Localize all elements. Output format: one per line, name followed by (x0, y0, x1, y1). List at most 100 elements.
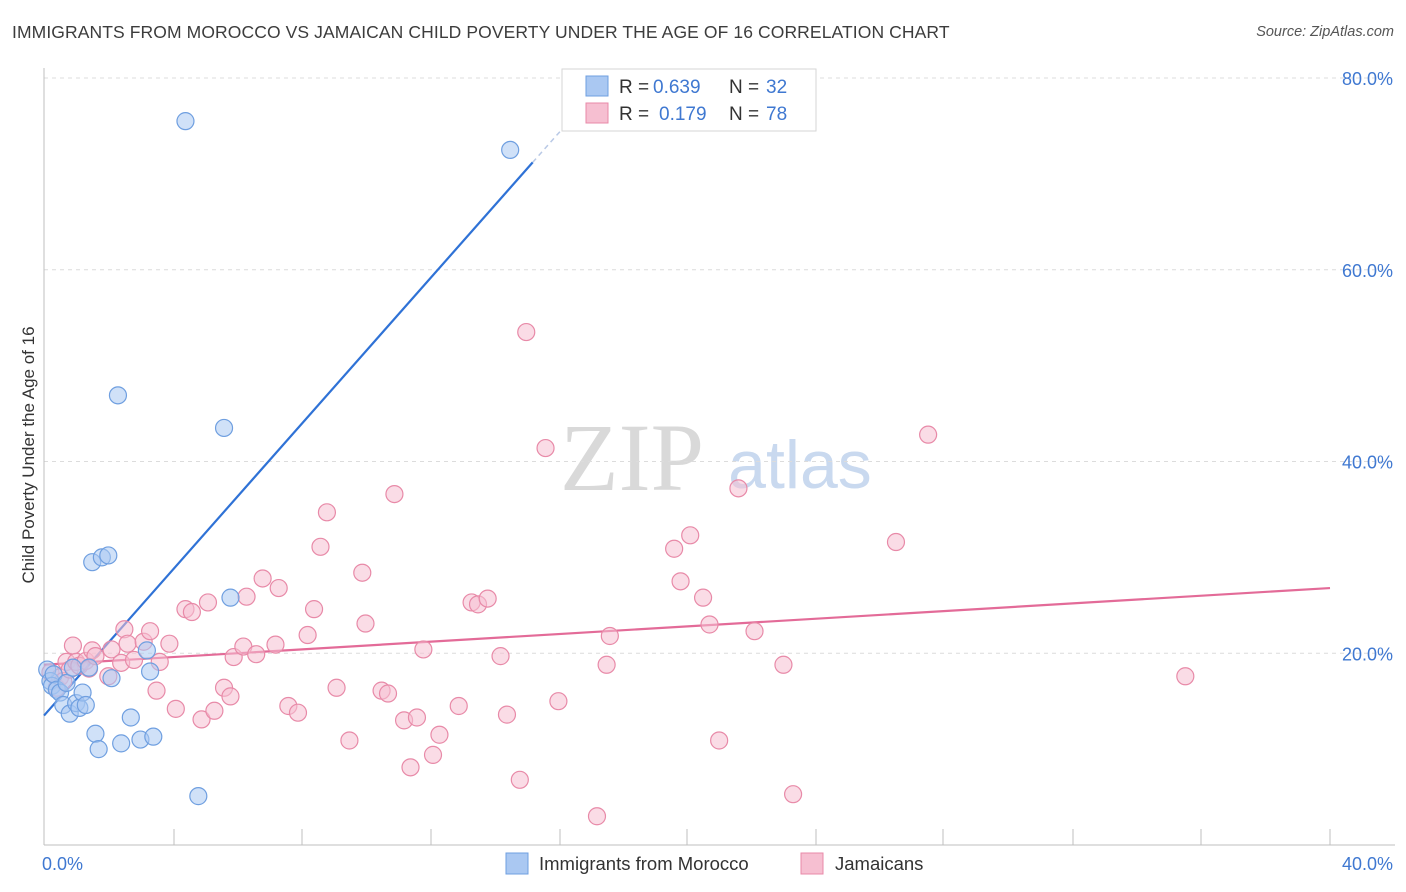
point-jamaicans (266, 635, 285, 654)
point-morocco (57, 673, 76, 693)
grid-lines (44, 77, 1395, 654)
point-jamaicans (253, 569, 272, 588)
point-jamaicans (327, 678, 346, 697)
point-jamaicans (919, 425, 938, 444)
point-morocco (89, 740, 108, 759)
point-jamaicans (340, 731, 359, 750)
legend-label-morocco: Immigrants from Morocco (539, 853, 749, 874)
point-jamaicans (497, 705, 517, 724)
point-morocco (176, 112, 195, 131)
legend-r-value: 0.179 (659, 104, 707, 125)
point-jamaicans (198, 593, 218, 612)
point-jamaicans (247, 645, 266, 664)
point-jamaicans (600, 626, 619, 646)
point-jamaicans (681, 526, 700, 545)
point-jamaicans (671, 572, 690, 591)
point-jamaicans (160, 634, 179, 653)
point-jamaicans (147, 681, 166, 700)
point-morocco (102, 669, 121, 688)
point-jamaicans (597, 655, 616, 674)
point-jamaicans (449, 696, 468, 716)
point-jamaicans (401, 758, 420, 777)
point-jamaicans (510, 770, 529, 789)
legend-r-label: R = (619, 104, 649, 125)
y-axis-label: Child Poverty Under the Age of 16 (19, 326, 38, 583)
point-morocco (63, 658, 83, 677)
point-jamaicans (407, 708, 427, 727)
point-jamaicans (886, 532, 906, 552)
point-morocco (99, 546, 118, 565)
point-jamaicans (311, 537, 330, 556)
legend-n-label: N = (729, 104, 759, 125)
point-jamaicans (745, 622, 764, 641)
point-jamaicans (205, 701, 224, 720)
legend-r-value: 0.639 (653, 77, 701, 98)
chart-title: IMMIGRANTS FROM MOROCCO VS JAMAICAN CHIL… (12, 22, 950, 42)
legend-r-label: R = (619, 77, 649, 98)
point-morocco (137, 641, 156, 660)
point-jamaicans (536, 438, 555, 458)
x-tick-label: 40.0% (1342, 854, 1393, 874)
point-jamaicans (269, 578, 288, 598)
point-jamaicans (430, 725, 449, 744)
point-morocco (76, 695, 95, 715)
legend-n-value: 32 (766, 77, 787, 98)
point-morocco (501, 140, 520, 160)
point-jamaicans (124, 650, 144, 670)
point-jamaicans (298, 625, 317, 645)
point-morocco (121, 708, 140, 727)
point-morocco (189, 787, 208, 806)
legend-n-label: N = (729, 77, 759, 98)
point-jamaicans (118, 634, 137, 653)
y-tick-label: 20.0% (1342, 644, 1393, 664)
point-jamaicans (587, 807, 607, 826)
point-jamaicans (517, 322, 536, 342)
point-jamaicans (102, 640, 121, 659)
point-jamaicans (378, 684, 398, 703)
point-jamaicans (700, 615, 719, 634)
point-jamaicans (414, 640, 433, 659)
legend-label-jamaicans: Jamaicans (835, 853, 923, 874)
tick-labels: 20.0% 40.0% 60.0% 80.0% 0.0% 40.0% (42, 69, 1393, 874)
source-label: Source: ZipAtlas.com (1256, 24, 1394, 40)
point-morocco (221, 588, 240, 607)
point-morocco (144, 727, 163, 746)
point-jamaicans (221, 687, 240, 706)
watermark-atlas: atlas (728, 427, 872, 503)
point-morocco (108, 386, 128, 405)
point-morocco (140, 662, 160, 681)
point-jamaicans (710, 731, 729, 750)
legend-swatch-blue (585, 75, 609, 97)
point-jamaicans (237, 587, 256, 606)
point-jamaicans (353, 563, 372, 582)
x-tick-label: 0.0% (42, 854, 83, 874)
point-jamaicans (549, 692, 568, 711)
point-morocco (112, 734, 131, 753)
trend-lines (43, 78, 1331, 717)
point-jamaicans (1176, 667, 1195, 686)
legend-swatch-jamaicans (800, 852, 824, 875)
point-morocco (214, 418, 234, 438)
point-jamaicans (192, 710, 211, 729)
watermark-zip: ZIP (560, 404, 704, 511)
point-jamaicans (491, 647, 510, 666)
point-jamaicans (385, 484, 404, 504)
point-jamaicans (774, 655, 793, 674)
point-morocco (79, 658, 99, 677)
point-morocco (86, 724, 105, 743)
y-tick-label: 40.0% (1342, 453, 1393, 473)
point-jamaicans (665, 539, 684, 558)
point-jamaicans (182, 602, 201, 622)
point-jamaicans (288, 703, 308, 722)
series-legend: Immigrants from Morocco Jamaicans (505, 852, 923, 875)
point-jamaicans (140, 622, 160, 641)
point-jamaicans (783, 785, 803, 804)
data-points (38, 112, 1195, 826)
legend-n-value: 78 (766, 104, 787, 125)
point-jamaicans (63, 636, 83, 655)
stats-legend: R = 0.639 N = 32 R = 0.179 N = 78 (561, 68, 817, 132)
point-jamaicans (423, 745, 443, 764)
point-jamaicans (693, 588, 713, 607)
axes (43, 68, 1395, 846)
